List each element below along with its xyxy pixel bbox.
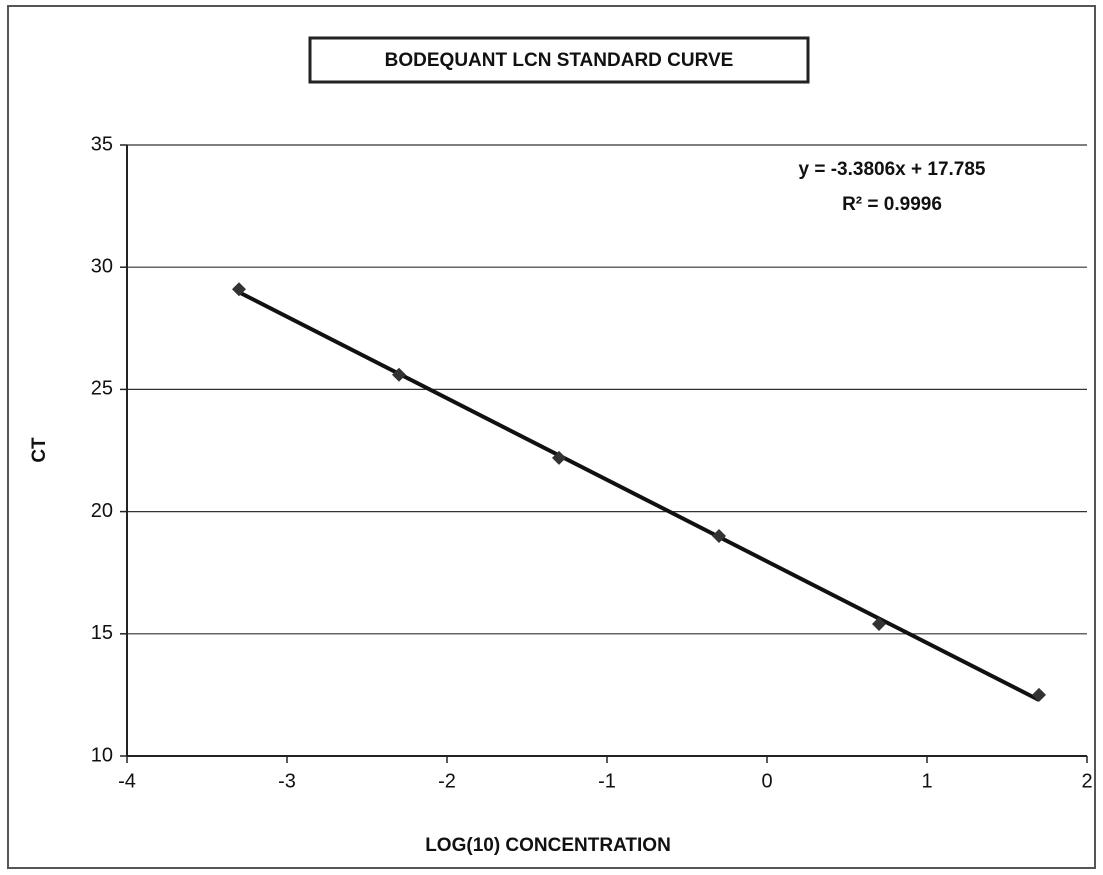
r-squared: R² = 0.9996: [842, 194, 942, 215]
x-tick-label: 2: [1081, 770, 1092, 792]
y-tick-label: 20: [91, 500, 113, 522]
data-point: [1032, 687, 1046, 702]
trendline: [238, 290, 1040, 702]
y-tick-label: 25: [91, 378, 113, 400]
data-point: [392, 367, 406, 382]
y-tick-label: 10: [91, 744, 113, 766]
x-tick-label: 1: [921, 770, 932, 792]
x-tick-label: -3: [278, 770, 296, 792]
title-box: [308, 36, 810, 84]
data-point: [872, 617, 886, 632]
x-tick-label: -2: [438, 770, 456, 792]
data-point: [552, 450, 566, 465]
y-axis-label: CT: [29, 437, 50, 463]
x-tick-label: 0: [761, 770, 772, 792]
y-tick-label: 35: [91, 133, 113, 155]
y-tick-label: 30: [91, 255, 113, 277]
chart-border: [7, 5, 1096, 869]
chart-title: BODEQUANT LCN STANDARD CURVE: [385, 50, 734, 71]
x-tick-label: -4: [118, 770, 136, 792]
x-tick-label: -1: [598, 770, 616, 792]
data-point: [712, 529, 726, 544]
y-tick-label: 15: [91, 622, 113, 644]
equation: y = -3.3806x + 17.785: [799, 159, 986, 180]
data-point: [232, 282, 246, 297]
x-axis-label: LOG(10) CONCENTRATION: [425, 835, 671, 856]
